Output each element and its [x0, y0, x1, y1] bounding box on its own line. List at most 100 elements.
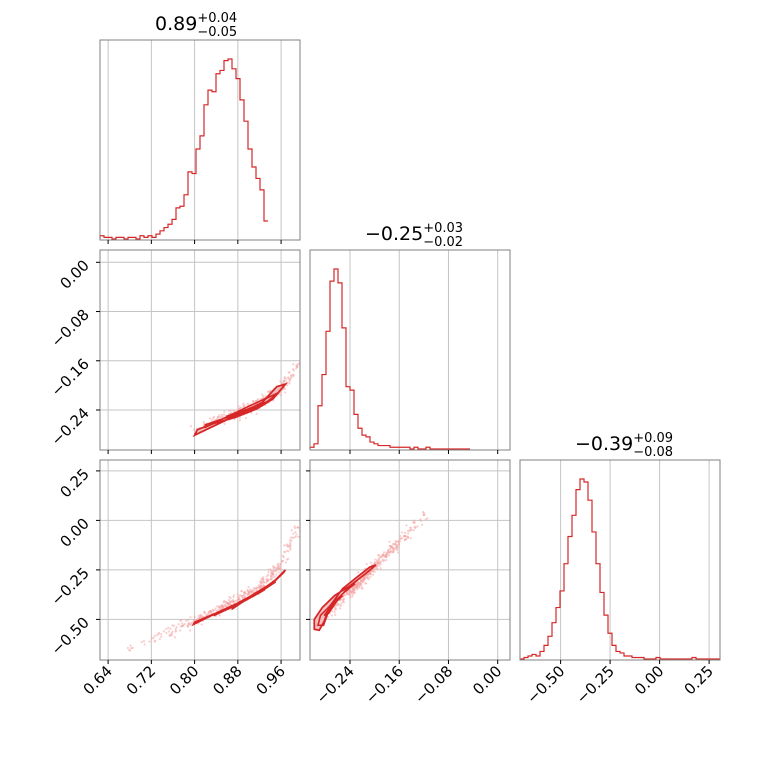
scatter-point	[283, 544, 286, 547]
scatter-point	[219, 415, 222, 419]
scatter-point	[296, 526, 299, 529]
scatter-point	[187, 619, 190, 622]
scatter-point	[291, 536, 294, 539]
scatter-point	[394, 544, 398, 547]
scatter-point	[267, 568, 270, 571]
panel-2-2: −0.39+0.09 −0.08	[519, 431, 721, 664]
scatter-point	[350, 590, 353, 593]
scatter-point	[351, 588, 355, 591]
scatter-point	[193, 618, 197, 622]
scatter-point	[338, 607, 342, 610]
scatter-point	[217, 605, 221, 609]
scatter-point	[172, 624, 176, 627]
scatter-point	[289, 541, 292, 544]
scatter-point	[173, 636, 177, 639]
scatter-point	[252, 588, 256, 591]
scatter-point	[275, 573, 278, 576]
y-tick-label: −0.08	[48, 306, 93, 351]
scatter-point	[411, 521, 415, 524]
y-tick-label: 0.00	[56, 514, 92, 550]
scatter-point	[277, 571, 280, 574]
scatter-point	[398, 543, 401, 546]
scatter-point	[381, 554, 384, 557]
scatter-point	[214, 607, 217, 610]
scatter-point	[279, 380, 282, 383]
scatter-point	[380, 556, 383, 559]
scatter-point	[363, 577, 366, 580]
scatter-point	[246, 402, 249, 405]
scatter-point	[189, 425, 192, 428]
histogram-step	[99, 58, 268, 240]
scatter-point	[331, 610, 334, 613]
scatter-point	[152, 636, 155, 640]
scatter-point	[369, 561, 373, 564]
scatter-point	[267, 570, 270, 574]
scatter-point	[266, 573, 270, 576]
panel-frame	[519, 459, 721, 661]
scatter-point	[129, 646, 133, 650]
scatter-point	[381, 558, 385, 561]
panel-1-0	[96, 249, 302, 454]
panel-1-1: −0.25+0.03 −0.02	[309, 221, 511, 454]
x-tick-label: 0.64	[80, 662, 116, 698]
scatter-point	[193, 615, 196, 618]
scatter-point	[394, 540, 397, 543]
scatter-point	[162, 630, 165, 633]
panel-frame	[99, 39, 301, 241]
scatter-point	[182, 624, 185, 627]
scatter-point	[140, 641, 143, 644]
scatter-point	[236, 408, 239, 411]
scatter-point	[242, 402, 245, 405]
scatter-point	[179, 629, 182, 632]
title-median: 0.89	[155, 13, 197, 35]
scatter-point	[175, 625, 178, 629]
panel-frame	[309, 249, 511, 451]
scatter-point	[129, 649, 132, 652]
scatter-point	[385, 558, 388, 562]
scatter-point	[422, 513, 425, 517]
scatter-point	[372, 570, 375, 573]
scatter-point	[242, 404, 245, 407]
contour-level-2	[226, 401, 266, 420]
scatter-point	[289, 543, 292, 546]
scatter-point	[385, 553, 388, 556]
scatter-point	[218, 414, 221, 417]
scatter-point	[174, 627, 177, 631]
scatter-point	[129, 644, 132, 647]
scatter-point	[300, 369, 302, 371]
scatter-point	[387, 548, 390, 551]
scatter-point	[267, 390, 270, 393]
scatter-point	[192, 428, 196, 431]
scatter-point	[275, 567, 278, 570]
x-tick-label: −0.25	[573, 662, 618, 707]
scatter-point	[216, 605, 219, 608]
scatter-point	[405, 524, 408, 527]
scatter-point	[364, 582, 367, 585]
scatter-point	[287, 545, 290, 548]
scatter-point	[272, 572, 275, 575]
scatter-point	[232, 595, 235, 599]
scatter-point	[222, 604, 225, 608]
scatter-point	[279, 565, 282, 568]
scatter-point	[262, 584, 265, 587]
scatter-point	[409, 537, 413, 540]
scatter-point	[247, 585, 250, 589]
scatter-point	[174, 629, 177, 632]
scatter-point	[295, 533, 298, 536]
scatter-point	[344, 593, 347, 597]
y-tick-label: −0.24	[48, 404, 93, 449]
scatter-point	[209, 610, 213, 613]
panel-title-2: −0.39+0.09 −0.08	[575, 431, 673, 460]
contour-level-2	[323, 595, 344, 617]
scatter-point	[279, 393, 283, 397]
scatter-point	[150, 637, 153, 640]
scatter-point	[265, 580, 269, 583]
scatter-point	[396, 548, 399, 552]
scatter-point	[399, 534, 402, 538]
scatter-point	[227, 409, 230, 412]
scatter-point	[293, 525, 296, 528]
scatter-point	[407, 532, 410, 535]
scatter-point	[281, 554, 284, 557]
scatter-point	[355, 586, 358, 589]
scatter-point	[387, 551, 391, 554]
